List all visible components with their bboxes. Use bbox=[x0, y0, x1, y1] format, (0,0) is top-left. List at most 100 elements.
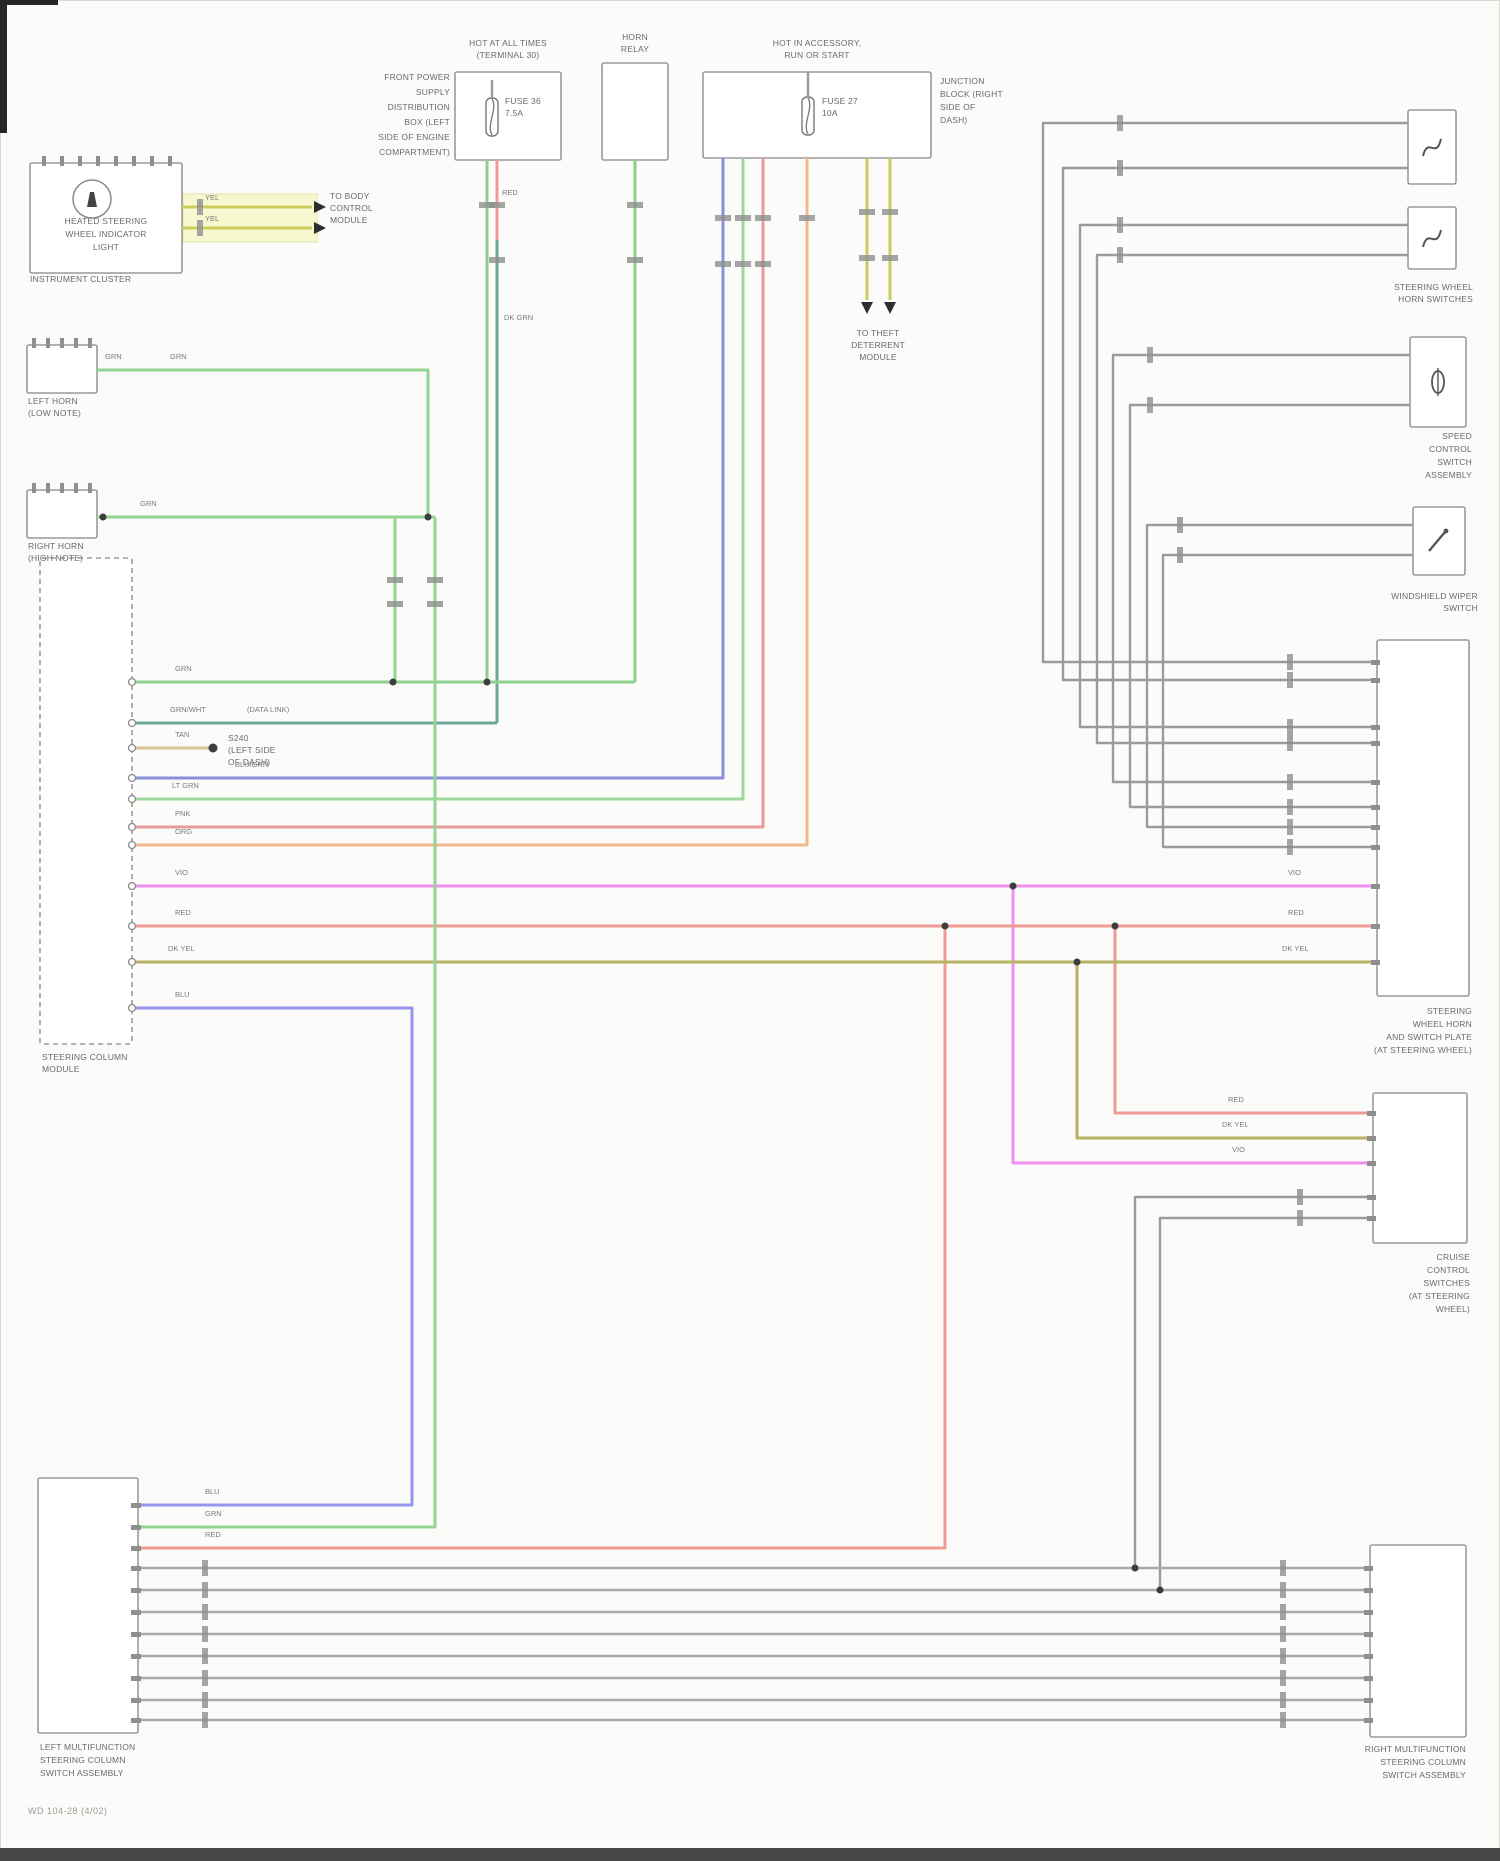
inline-connector-tick bbox=[489, 202, 505, 208]
pin-tick bbox=[74, 338, 78, 348]
switch-plate-label-line: (AT STEERING WHEEL) bbox=[1374, 1045, 1472, 1055]
pin-tick bbox=[32, 483, 36, 493]
splice-label-line: OF DASH) bbox=[228, 757, 270, 767]
wire-color-chip: BLU bbox=[175, 990, 190, 999]
wire-color-chip: RED bbox=[205, 1530, 221, 1539]
wire-nest-3 bbox=[1078, 223, 1408, 729]
inline-connector-tick bbox=[202, 1604, 208, 1620]
pin-tick bbox=[168, 156, 172, 166]
cluster-inside-label-line: HEATED STEERING bbox=[65, 216, 148, 226]
wire-left-horn-wire bbox=[97, 368, 430, 517]
pin-tick bbox=[1364, 1632, 1373, 1637]
footer-note: WD 104-28 (4/02) bbox=[28, 1806, 108, 1816]
inline-connector-tick bbox=[1287, 839, 1293, 855]
pin-tick bbox=[131, 1718, 141, 1723]
wiper-arm-icon bbox=[1428, 531, 1446, 552]
wire-color-chip: VIO bbox=[175, 868, 188, 877]
horn-relay-header-line: RELAY bbox=[621, 44, 649, 54]
pin-tick bbox=[1364, 1566, 1373, 1571]
fuse-27-label-line: FUSE 27 bbox=[822, 96, 858, 106]
splice-label-line: S240 bbox=[228, 733, 249, 743]
wire-vio-branch bbox=[1011, 886, 1373, 1165]
wire-color-chip: GRN/WHT bbox=[170, 705, 206, 714]
inline-connector-tick bbox=[202, 1648, 208, 1664]
inline-connector-tick bbox=[1147, 397, 1153, 413]
horn-switches-label-line: HORN SWITCHES bbox=[1398, 294, 1473, 304]
wire-color-chip: DK GRN bbox=[504, 313, 533, 322]
pin-tick bbox=[1364, 1654, 1373, 1659]
inline-connector-tick bbox=[427, 577, 443, 583]
cluster-under-label-line: INSTRUMENT CLUSTER bbox=[30, 274, 131, 284]
b2-left-label-line: DISTRIBUTION bbox=[388, 102, 450, 112]
pin-tick bbox=[1367, 1161, 1376, 1166]
to-bcm-label-line: TO BODY bbox=[330, 191, 370, 201]
fuse-27-label: FUSE 27 10A bbox=[822, 96, 858, 118]
inline-connector-tick bbox=[882, 209, 898, 215]
fuse-36-label-line: FUSE 36 bbox=[505, 96, 541, 106]
switch-plate-label: STEERING WHEEL HORN AND SWITCH PLATE (AT ST… bbox=[1374, 1006, 1472, 1055]
indicator-lamp-icon bbox=[87, 192, 97, 207]
pin-tick bbox=[1364, 1698, 1373, 1703]
pin-tick bbox=[131, 1676, 141, 1681]
switch-plate-label-line: AND SWITCH PLATE bbox=[1386, 1032, 1472, 1042]
inline-connector-tick bbox=[202, 1692, 208, 1708]
pin-tick bbox=[1371, 825, 1380, 830]
inline-connector-tick bbox=[1287, 799, 1293, 815]
splice-label: S240 (LEFT SIDE OF DASH) bbox=[228, 733, 276, 767]
inline-connector-tick bbox=[202, 1712, 208, 1728]
inline-connector-tick bbox=[197, 199, 203, 215]
wire-sw2-gray-2 bbox=[1158, 1216, 1373, 1590]
steering-column-module-box bbox=[39, 557, 133, 1045]
junction-block-label-line: JUNCTION bbox=[940, 76, 985, 86]
inline-connector-tick bbox=[799, 215, 815, 221]
b2-header-line: (TERMINAL 30) bbox=[477, 50, 540, 60]
pin-tick bbox=[131, 1503, 141, 1508]
cruise-label-line: CONTROL bbox=[1427, 1265, 1470, 1275]
left-horn-label-line: LEFT HORN bbox=[28, 396, 78, 406]
inline-connector-tick bbox=[1287, 819, 1293, 835]
wire-pin7-org bbox=[132, 158, 809, 847]
junction-dot bbox=[483, 678, 491, 686]
pin-tick bbox=[1371, 960, 1380, 965]
fuse-27-label-line: 10A bbox=[822, 108, 838, 118]
right-multi-label: RIGHT MULTIFUNCTION STEERING COLUMN SWITCH… bbox=[1365, 1744, 1466, 1780]
module-pin bbox=[127, 921, 137, 931]
wire-pin11-blu2 bbox=[132, 1006, 414, 1507]
left-multi-label-line: LEFT MULTIFUNCTION bbox=[40, 1742, 135, 1752]
inline-connector-tick bbox=[1287, 719, 1293, 735]
scm-label: STEERING COLUMN MODULE bbox=[42, 1052, 128, 1074]
inline-connector-tick bbox=[1280, 1582, 1286, 1598]
power-distribution-box bbox=[454, 71, 562, 161]
left-multifunction-box bbox=[37, 1477, 139, 1734]
wire-olv-branch bbox=[1075, 962, 1373, 1140]
pin-tick bbox=[132, 156, 136, 166]
cruise-label-line: (AT STEERING bbox=[1409, 1291, 1470, 1301]
inline-connector-tick bbox=[859, 255, 875, 261]
to-bcm-label: TO BODY CONTROL MODULE bbox=[330, 191, 373, 225]
pin-tick bbox=[78, 156, 82, 166]
horn-relay-header-line: HORN bbox=[622, 32, 648, 42]
horn-switches-label-line: STEERING WHEEL bbox=[1394, 282, 1473, 292]
junction-block-box bbox=[702, 71, 932, 159]
wiper-switch-label-line: WINDSHIELD WIPER bbox=[1391, 591, 1478, 601]
inline-connector-tick bbox=[489, 257, 505, 263]
speed-control-label-line: CONTROL bbox=[1429, 444, 1472, 454]
pin-tick bbox=[131, 1654, 141, 1659]
speed-control-label-line: SWITCH bbox=[1437, 457, 1472, 467]
pin-tick bbox=[1367, 1136, 1376, 1141]
wiper-switch-label: WINDSHIELD WIPER SWITCH bbox=[1391, 591, 1478, 613]
left-horn-box bbox=[26, 344, 98, 394]
wire-color-chip: GRN bbox=[205, 1509, 222, 1518]
junction-block-label: JUNCTION BLOCK (RIGHT SIDE OF DASH) bbox=[940, 76, 1003, 125]
inline-connector-tick bbox=[1287, 735, 1293, 751]
wire-nest-5 bbox=[1111, 353, 1410, 784]
horn-coil-icon bbox=[1422, 229, 1442, 248]
inline-connector-tick bbox=[1117, 247, 1123, 263]
pin-tick bbox=[131, 1588, 141, 1593]
pin-tick bbox=[1371, 845, 1380, 850]
pin-tick bbox=[1364, 1588, 1373, 1593]
wire-nest-7 bbox=[1145, 523, 1413, 829]
scan-artifact bbox=[0, 0, 58, 5]
cruise-label-line: WHEEL) bbox=[1436, 1304, 1470, 1314]
junction-dot bbox=[424, 513, 432, 521]
